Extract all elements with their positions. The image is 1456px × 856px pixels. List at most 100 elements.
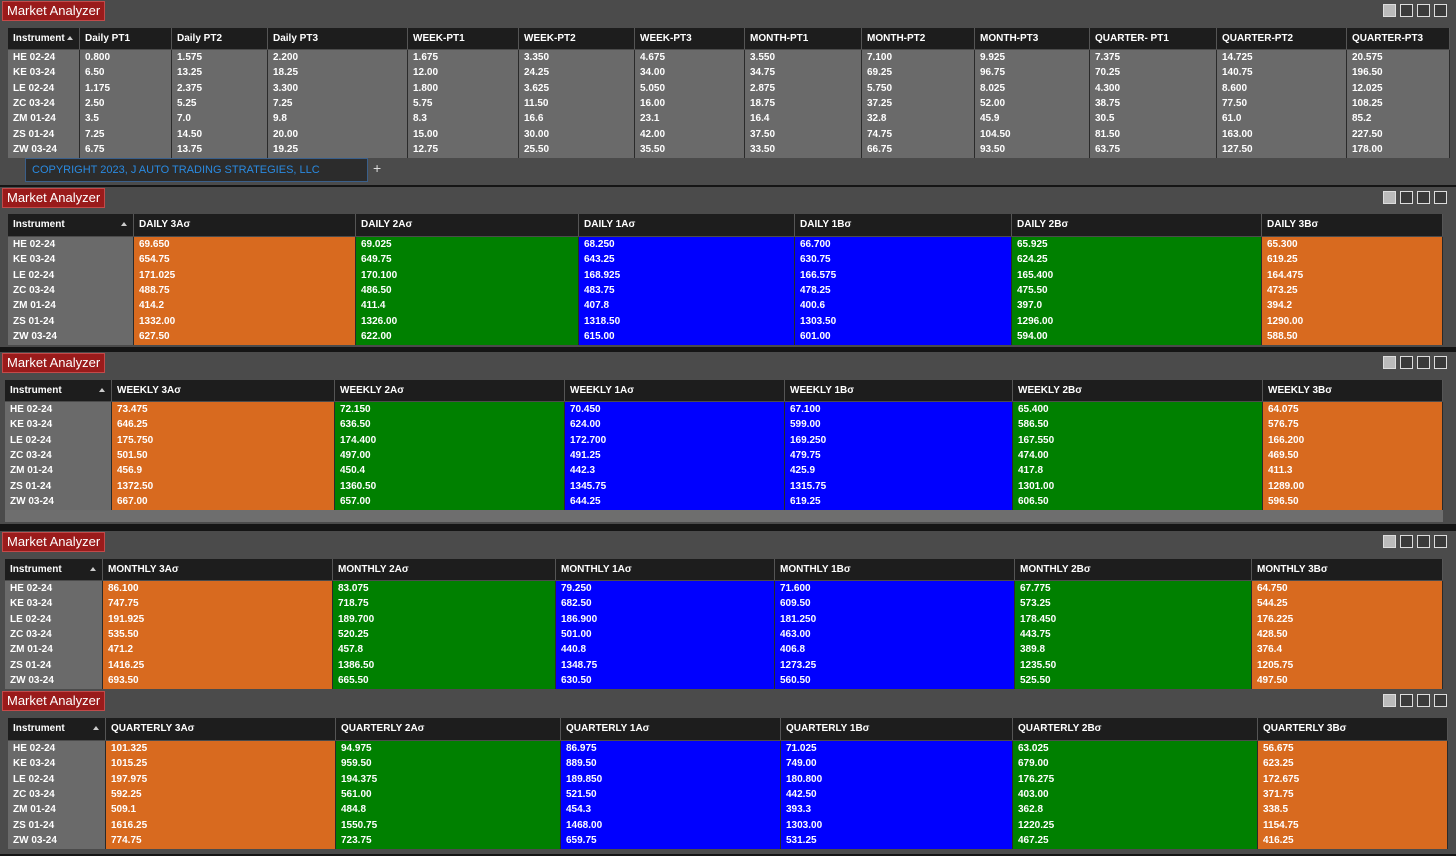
column-header[interactable]: MONTH-PT1 [745,28,862,49]
value-cell: 644.25 [565,493,785,510]
column-header[interactable]: Instrument [8,214,134,236]
maximize-button[interactable] [1417,191,1430,204]
maximize-button[interactable] [1417,4,1430,17]
value-cell: 196.50 [1347,65,1450,82]
maximize-button[interactable] [1417,535,1430,548]
column-header[interactable]: WEEKLY 3Aσ [112,380,335,401]
value-cell: 63.025 [1013,741,1258,757]
column-header[interactable]: DAILY 1Bσ [795,214,1012,236]
column-header[interactable]: QUARTERLY 3Bσ [1258,718,1448,740]
value-cell: 69.650 [134,237,356,253]
column-header[interactable]: DAILY 3Aσ [134,214,356,236]
minimize-button[interactable] [1400,694,1413,707]
value-cell: 1301.00 [1013,478,1263,495]
value-cell: 175.750 [112,432,335,449]
column-header[interactable]: QUARTER-PT2 [1217,28,1347,49]
column-header[interactable]: QUARTERLY 1Bσ [781,718,1013,740]
column-header[interactable]: Daily PT3 [268,28,408,49]
close-button[interactable] [1434,694,1447,707]
column-header[interactable]: MONTHLY 3Bσ [1252,559,1443,580]
minimize-button[interactable] [1400,356,1413,369]
value-cell: 4.300 [1090,80,1217,97]
column-header[interactable]: WEEKLY 2Aσ [335,380,565,401]
column-header[interactable]: QUARTERLY 2Bσ [1013,718,1258,740]
value-cell: 428.50 [1252,626,1443,643]
column-header[interactable]: MONTHLY 1Aσ [556,559,775,580]
add-tab-button[interactable]: + [373,160,382,176]
value-cell: 440.8 [556,642,775,658]
value-cell: 25.50 [519,141,635,158]
column-header[interactable]: WEEKLY 1Aσ [565,380,785,401]
close-button[interactable] [1434,4,1447,17]
column-header[interactable]: QUARTER-PT3 [1347,28,1450,49]
window-title: Market Analyzer [2,691,106,711]
column-header[interactable]: QUARTERLY 1Aσ [561,718,781,740]
value-cell: 1303.50 [795,313,1012,330]
pin-button[interactable] [1383,191,1396,204]
value-cell: 7.25 [268,95,408,112]
value-cell: 1318.50 [579,313,795,330]
column-header[interactable]: Daily PT1 [80,28,172,49]
sort-arrow [93,726,99,730]
tab[interactable]: COPYRIGHT 2023, J AUTO TRADING STRATEGIE… [25,158,368,182]
column-header[interactable]: WEEKLY 3Bσ [1263,380,1443,401]
column-header[interactable]: MONTHLY 1Bσ [775,559,1015,580]
value-cell: 469.50 [1263,447,1443,464]
column-header[interactable]: QUARTERLY 2Aσ [336,718,561,740]
column-header[interactable]: WEEKLY 1Bσ [785,380,1013,401]
column-header[interactable]: Instrument [8,718,106,740]
value-cell: 96.75 [975,65,1090,82]
close-button[interactable] [1434,356,1447,369]
value-cell: 38.75 [1090,95,1217,112]
column-header[interactable]: Instrument [5,380,112,401]
pin-button[interactable] [1383,694,1396,707]
value-cell: 463.00 [775,626,1015,643]
maximize-button[interactable] [1417,356,1430,369]
value-cell: 454.3 [561,802,781,818]
column-header[interactable]: DAILY 3Bσ [1262,214,1443,236]
value-cell: 338.5 [1258,802,1448,818]
value-cell: 414.2 [134,298,356,314]
column-header[interactable]: DAILY 2Aσ [356,214,579,236]
column-header[interactable]: DAILY 2Bσ [1012,214,1262,236]
column-header[interactable]: MONTHLY 2Bσ [1015,559,1252,580]
pin-button[interactable] [1383,356,1396,369]
minimize-button[interactable] [1400,191,1413,204]
value-cell: 483.75 [579,282,795,299]
value-cell: 531.25 [781,832,1013,849]
column-header[interactable]: QUARTER- PT1 [1090,28,1217,49]
value-cell: 70.25 [1090,65,1217,82]
column-header[interactable]: WEEK-PT1 [408,28,519,49]
value-cell: 1290.00 [1262,313,1443,330]
column-header[interactable]: WEEK-PT3 [635,28,745,49]
value-cell: 497.50 [1252,672,1443,689]
column-header[interactable]: DAILY 1Aσ [579,214,795,236]
column-header[interactable]: MONTH-PT2 [862,28,975,49]
close-button[interactable] [1434,191,1447,204]
sort-arrow [121,222,127,226]
pin-button[interactable] [1383,4,1396,17]
column-header[interactable]: MONTHLY 2Aσ [333,559,556,580]
value-cell: 473.25 [1262,282,1443,299]
column-header[interactable]: WEEK-PT2 [519,28,635,49]
column-header[interactable]: Instrument [8,28,80,49]
column-header[interactable]: MONTH-PT3 [975,28,1090,49]
value-cell: 165.400 [1012,267,1262,284]
value-cell: 718.75 [333,596,556,613]
column-header[interactable]: WEEKLY 2Bσ [1013,380,1263,401]
maximize-button[interactable] [1417,694,1430,707]
column-header[interactable]: Daily PT2 [172,28,268,49]
close-button[interactable] [1434,535,1447,548]
minimize-button[interactable] [1400,535,1413,548]
minimize-button[interactable] [1400,4,1413,17]
value-cell: 624.00 [565,417,785,434]
pin-button[interactable] [1383,535,1396,548]
column-header[interactable]: Instrument [5,559,103,580]
value-cell: 407.8 [579,298,795,314]
value-cell: 1550.75 [336,817,561,834]
column-header[interactable]: MONTHLY 3Aσ [103,559,333,580]
window-title: Market Analyzer [2,1,106,21]
value-cell: 649.75 [356,252,579,269]
column-header[interactable]: QUARTERLY 3Aσ [106,718,336,740]
value-cell: 1360.50 [335,478,565,495]
